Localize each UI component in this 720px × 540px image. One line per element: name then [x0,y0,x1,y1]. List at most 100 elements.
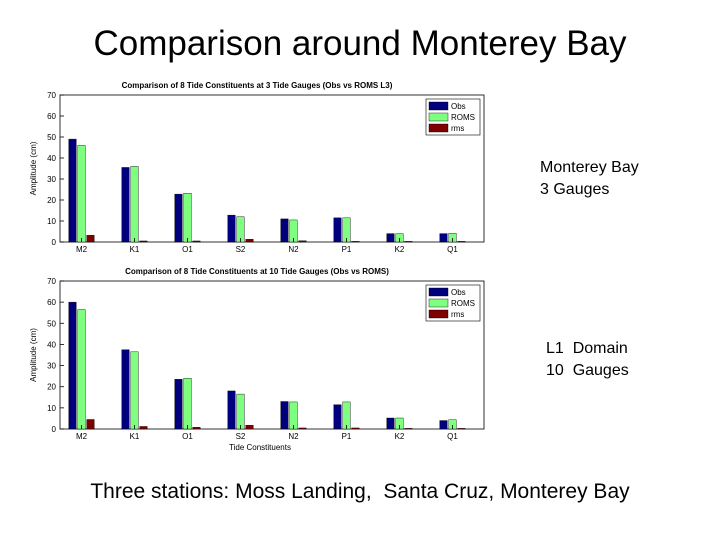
chart-top-legend-label-rms: rms [451,124,464,133]
chart-top-bar-obs-k2 [386,233,395,243]
chart-bottom-x-axis-label: Tide Constituents [229,443,291,452]
chart-top-x-tick-label-k2: K2 [395,245,405,254]
chart-top-bar-roms-k1 [130,166,139,243]
chart-top-legend-swatch-obs [428,101,449,111]
chart-bottom-title: Comparison of 8 Tide Constituents at 10 … [125,267,389,276]
label-top-line-2: 3 Gauges [540,181,610,198]
chart-top-bar-obs-s2 [227,214,236,243]
chart-bottom-legend-swatch-rms [428,309,449,319]
chart-bottom-bar-rms-m2 [86,419,95,430]
chart-top-y-tick-label-70: 70 [47,91,56,100]
chart-top-bar-roms-m2 [77,145,86,243]
chart-top-legend-label-roms: ROMS [451,113,475,122]
chart-top-bar-rms-p1 [351,241,360,243]
chart-bottom-y-tick-label-50: 50 [47,319,56,328]
chart-bottom-x-tick-label-k1: K1 [130,432,140,441]
chart-bottom-bar-rms-q1 [457,428,466,430]
chart-top-y-tick-label-20: 20 [47,196,56,205]
chart-top-legend-swatch-roms [428,112,449,122]
chart-bottom-y-tick-label-20: 20 [47,383,56,392]
chart-bottom-x-tick-label-k2: K2 [395,432,405,441]
chart-top-bar-obs-n2 [280,218,289,243]
chart-top-y-tick-label-60: 60 [47,112,56,121]
chart-bottom-legend-swatch-obs [428,287,449,297]
chart-bottom-legend-label-obs: Obs [451,288,466,297]
chart-top-x-tick-label-p1: P1 [342,245,352,254]
chart-bottom-bar-roms-k1 [130,351,139,430]
chart-top-bar-rms-k1 [139,240,148,243]
chart-bottom-bar-obs-p1 [333,404,342,430]
chart-bottom-legend-label-rms: rms [451,310,464,319]
chart-top-y-tick-label-0: 0 [52,238,57,247]
chart-top-bar-rms-n2 [298,240,307,243]
chart-bottom-bar-obs-n2 [280,401,289,430]
chart-bottom-bar-obs-k2 [386,417,395,430]
label-bottom: L1 Domain 10 Gauges [546,338,629,382]
chart-top-bar-rms-q1 [457,241,466,243]
label-bottom-line-2: 10 Gauges [546,362,629,379]
chart-bottom-bar-obs-q1 [439,420,448,430]
chart-bottom-bar-rms-o1 [192,427,201,430]
chart-bottom-bar-roms-p1 [342,401,351,430]
chart-top-legend-swatch-rms [428,123,449,133]
chart-top-bar-obs-q1 [439,233,448,243]
chart-bottom-bar-roms-s2 [236,393,245,430]
chart-top-y-tick-label-40: 40 [47,154,56,163]
chart-top-bar-obs-m2 [68,138,77,243]
chart-top-title: Comparison of 8 Tide Constituents at 3 T… [122,81,393,90]
chart-bottom-y-tick-label-0: 0 [52,425,57,434]
chart-top-bar-rms-k2 [404,241,413,243]
chart-bottom-bar-rms-k2 [404,428,413,430]
chart-top-x-tick-label-m2: M2 [76,245,88,254]
chart-top-y-axis-label: Amplitude (cm) [29,141,38,195]
chart-bottom-plot-frame [59,280,485,430]
chart-top-x-tick-label-k1: K1 [130,245,140,254]
chart-bottom-x-tick-label-q1: Q1 [447,432,458,441]
chart-top-bar-roms-o1 [183,193,192,243]
chart-top-legend-label-obs: Obs [451,102,466,111]
chart-bottom-x-tick-label-m2: M2 [76,432,88,441]
chart-top-x-tick-label-q1: Q1 [447,245,458,254]
chart-bottom-y-tick-label-30: 30 [47,362,56,371]
chart-bottom-bar-obs-m2 [68,301,77,430]
chart-bottom-bar-roms-n2 [289,401,298,430]
chart-bottom-bar-rms-p1 [351,427,360,430]
chart-top-x-tick-label-s2: S2 [236,245,246,254]
label-bottom-line-1: L1 Domain [546,340,628,357]
label-top: Monterey Bay 3 Gauges [540,157,639,201]
chart-top-bar-rms-m2 [86,235,95,243]
label-top-line-1: Monterey Bay [540,159,639,176]
chart-bottom-bar-obs-o1 [174,379,183,430]
chart-bottom-bar-rms-n2 [298,427,307,430]
chart-top-bar-obs-k1 [121,167,130,243]
chart-bottom-y-axis-label: Amplitude (cm) [29,328,38,382]
slide-title: Comparison around Monterey Bay [93,24,627,63]
chart-bottom-bar-roms-m2 [77,309,86,430]
chart-bottom-legend-swatch-roms [428,298,449,308]
slide-footer: Three stations: Moss Landing, Santa Cruz… [90,480,630,503]
chart-bottom-legend-label-roms: ROMS [451,299,475,308]
chart-bottom-y-tick-label-60: 60 [47,298,56,307]
chart-bottom-x-tick-label-o1: O1 [182,432,193,441]
chart-bottom-bar-obs-k1 [121,349,130,430]
chart-bottom-y-tick-label-10: 10 [47,404,56,413]
chart-bottom-bar-rms-k1 [139,426,148,430]
chart-bottom-bar-obs-s2 [227,390,236,430]
chart-top-plot-frame [59,94,485,243]
chart-top-bar-obs-o1 [174,193,183,243]
chart-top: Comparison of 8 Tide Constituents at 3 T… [29,81,485,254]
chart-top-x-tick-label-o1: O1 [182,245,193,254]
chart-top-bar-obs-p1 [333,217,342,243]
chart-bottom-x-tick-label-n2: N2 [288,432,299,441]
chart-bottom-bar-roms-o1 [183,378,192,430]
chart-top-x-tick-label-n2: N2 [288,245,299,254]
chart-bottom-y-tick-label-70: 70 [47,277,56,286]
chart-top-bar-rms-s2 [245,239,254,243]
chart-bottom-bar-rms-s2 [245,424,254,430]
chart-bottom-x-tick-label-p1: P1 [342,432,352,441]
chart-top-y-tick-label-10: 10 [47,217,56,226]
chart-top-y-tick-label-50: 50 [47,133,56,142]
chart-top-y-tick-label-30: 30 [47,175,56,184]
chart-bottom-y-tick-label-40: 40 [47,340,56,349]
chart-bottom-x-tick-label-s2: S2 [236,432,246,441]
